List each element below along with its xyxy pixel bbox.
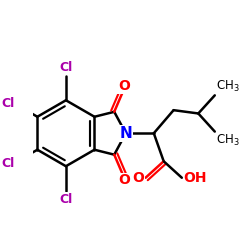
Text: CH$_3$: CH$_3$ [216,133,240,148]
Text: O: O [132,171,144,185]
Text: Cl: Cl [1,97,14,110]
Text: Cl: Cl [59,60,72,74]
Text: CH$_3$: CH$_3$ [216,78,240,94]
Text: Cl: Cl [59,193,72,206]
Text: O: O [118,174,130,188]
Text: N: N [120,126,132,141]
Text: OH: OH [184,171,207,185]
Text: O: O [118,79,130,93]
Text: Cl: Cl [1,156,14,170]
